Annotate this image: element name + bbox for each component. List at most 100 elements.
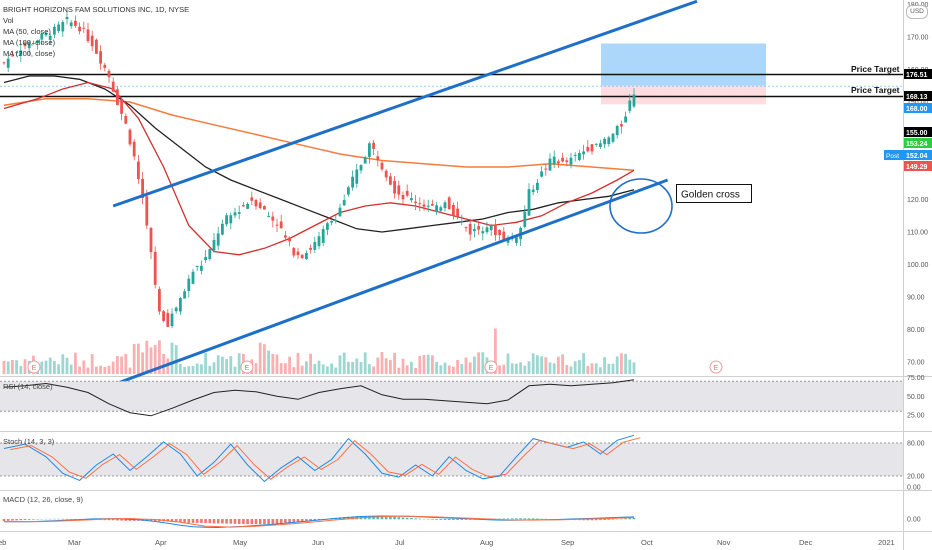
volume-bar (359, 361, 363, 374)
candle-body (40, 33, 44, 40)
candle-body (397, 185, 401, 195)
price-tick-label: 120.00 (907, 197, 929, 204)
candle-body (330, 221, 333, 223)
macd-histogram-bar (179, 519, 182, 523)
candle-body (158, 289, 161, 312)
earnings-marker-label: E (489, 365, 494, 372)
volume-bar (481, 352, 485, 374)
volume-bar (15, 360, 18, 374)
macd-histogram-bar (594, 519, 598, 521)
volume-bar (187, 366, 191, 374)
macd-histogram-bar (128, 519, 132, 521)
macd-histogram-bar (221, 519, 224, 524)
candle-body (111, 81, 115, 92)
candle-body (120, 99, 123, 114)
macd-histogram-bar (267, 519, 270, 525)
volume-bar (632, 362, 636, 374)
candle-body (523, 211, 527, 227)
ma200-line (3, 98, 635, 172)
rsi-label: RSI (14, close) (3, 382, 53, 391)
candle-body (267, 216, 270, 218)
candle-body (36, 40, 39, 44)
volume-bar (384, 358, 388, 374)
volume-bar (447, 365, 451, 374)
earnings-marker-label: E (714, 365, 719, 372)
candle-body (23, 42, 27, 47)
macd-histogram-bar (510, 518, 514, 520)
volume-bar (410, 361, 413, 374)
candle-body (65, 16, 69, 20)
macd-histogram-bar (603, 519, 606, 520)
macd-histogram-bar (103, 519, 107, 521)
macd-histogram-bar (279, 519, 283, 524)
candle-body (124, 116, 128, 124)
candle-body (296, 251, 300, 256)
candle-body (305, 252, 308, 260)
volume-bar (452, 366, 455, 374)
candle-body (200, 265, 203, 271)
volume-bar (288, 356, 291, 374)
volume-bar (2, 360, 6, 374)
candle-body (460, 221, 464, 223)
candle-body (447, 197, 451, 210)
candle-body (48, 35, 52, 40)
volume-bar (426, 354, 430, 374)
candle-body (246, 204, 249, 209)
volume-bar (174, 345, 178, 374)
candle-body (439, 207, 443, 211)
volume-bar (267, 350, 270, 374)
candle-body (599, 143, 602, 147)
volume-bar (99, 365, 102, 374)
volume-bar (263, 344, 266, 374)
legend-ma50: MA (50, close) (3, 27, 51, 36)
macd-histogram-bar (443, 519, 447, 520)
candle-body (326, 223, 329, 230)
volume-bar (544, 357, 548, 374)
stoch-tick-label: 80.00 (907, 441, 925, 448)
currency-button[interactable]: USD (906, 5, 928, 19)
candle-body (582, 151, 585, 155)
candle-body (179, 298, 182, 312)
candle-body (569, 157, 573, 165)
candle-body (540, 171, 543, 177)
volume-bar (204, 352, 207, 374)
candle-body (342, 200, 346, 206)
candle-body (275, 224, 279, 226)
time-tick-label: May (233, 538, 247, 547)
candle-body (578, 153, 581, 161)
chart-legend: BRIGHT HORIZONS FAM SOLUTIONS INC, 1D, N… (3, 4, 189, 59)
volume-bar (229, 356, 233, 374)
volume-bar (195, 363, 199, 374)
macd-histogram-bar (300, 519, 304, 522)
candle-body (95, 39, 98, 54)
volume-bar (86, 367, 90, 374)
volume-bar (90, 354, 94, 374)
volume-bar (347, 361, 350, 374)
candle-body (531, 189, 535, 193)
candle-body (6, 58, 10, 68)
macd-histogram-bar (225, 519, 228, 524)
price-tick-label: 110.00 (907, 230, 928, 237)
macd-histogram-bar (23, 519, 27, 520)
macd-histogram-bar (380, 516, 384, 520)
macd-histogram-bar (519, 518, 522, 520)
macd-histogram-bar (447, 519, 451, 521)
candle-body (107, 70, 111, 78)
candle-body (271, 216, 275, 221)
volume-bar (183, 367, 186, 374)
rsi-band (0, 381, 903, 412)
candle-body (263, 206, 266, 210)
macd-histogram-bar (204, 519, 207, 524)
candle-body (225, 215, 228, 225)
stoch-band (0, 443, 903, 476)
macd-histogram-bar (410, 518, 413, 520)
candle-body (229, 215, 233, 224)
stoch-tick-label: 0.00 (907, 485, 921, 492)
volume-bar (6, 361, 10, 374)
volume-bar (515, 363, 518, 374)
volume-bar (624, 353, 627, 374)
macd-histogram-bar (296, 519, 300, 523)
macd-histogram-bar (611, 519, 615, 520)
candle-body (393, 180, 396, 194)
